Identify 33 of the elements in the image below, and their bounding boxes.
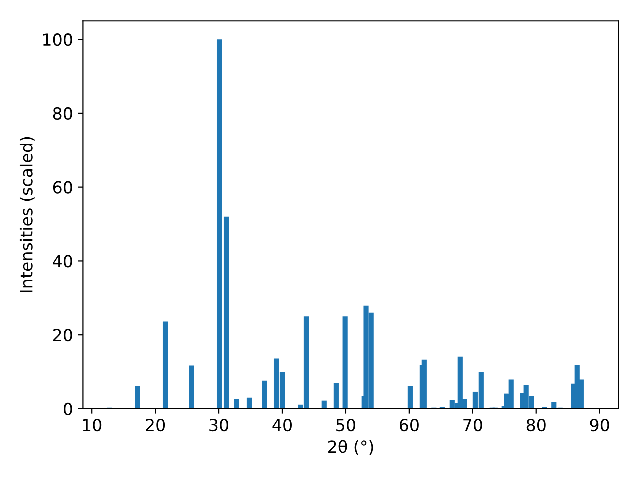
bar: [508, 380, 514, 409]
y-tick-label: 20: [53, 329, 72, 342]
bar: [450, 400, 455, 409]
bar: [334, 383, 339, 409]
x-tick-label: 40: [272, 418, 292, 432]
bar: [234, 398, 240, 409]
x-axis-title: 2θ (°): [328, 440, 374, 456]
bar: [262, 380, 268, 409]
x-tick-label: 30: [210, 418, 229, 432]
bar: [458, 356, 463, 409]
y-tick-label: 60: [53, 181, 72, 194]
y-tick-label: 100: [43, 34, 72, 46]
bar: [162, 322, 168, 409]
y-axis-title: Intensities (scaled): [20, 137, 35, 292]
bar: [342, 316, 348, 409]
x-tick-label: 80: [526, 418, 546, 432]
bar: [246, 398, 252, 409]
x-tick-label: 10: [83, 418, 102, 432]
x-tick-label: 70: [464, 418, 482, 432]
bar: [408, 386, 413, 409]
x-tick-label: 50: [336, 418, 356, 432]
y-tick-label: 0: [64, 402, 72, 416]
bar: [135, 386, 140, 409]
y-tick-label: 80: [53, 107, 72, 120]
bar: [216, 40, 222, 409]
x-tick-label: 60: [400, 418, 419, 432]
x-tick-label: 20: [146, 418, 166, 432]
bar: [422, 360, 427, 409]
bar: [189, 366, 194, 409]
y-tick-label: 40: [53, 255, 72, 268]
bar: [224, 216, 230, 409]
bar: [322, 400, 327, 409]
x-tick-label: 90: [590, 418, 610, 432]
